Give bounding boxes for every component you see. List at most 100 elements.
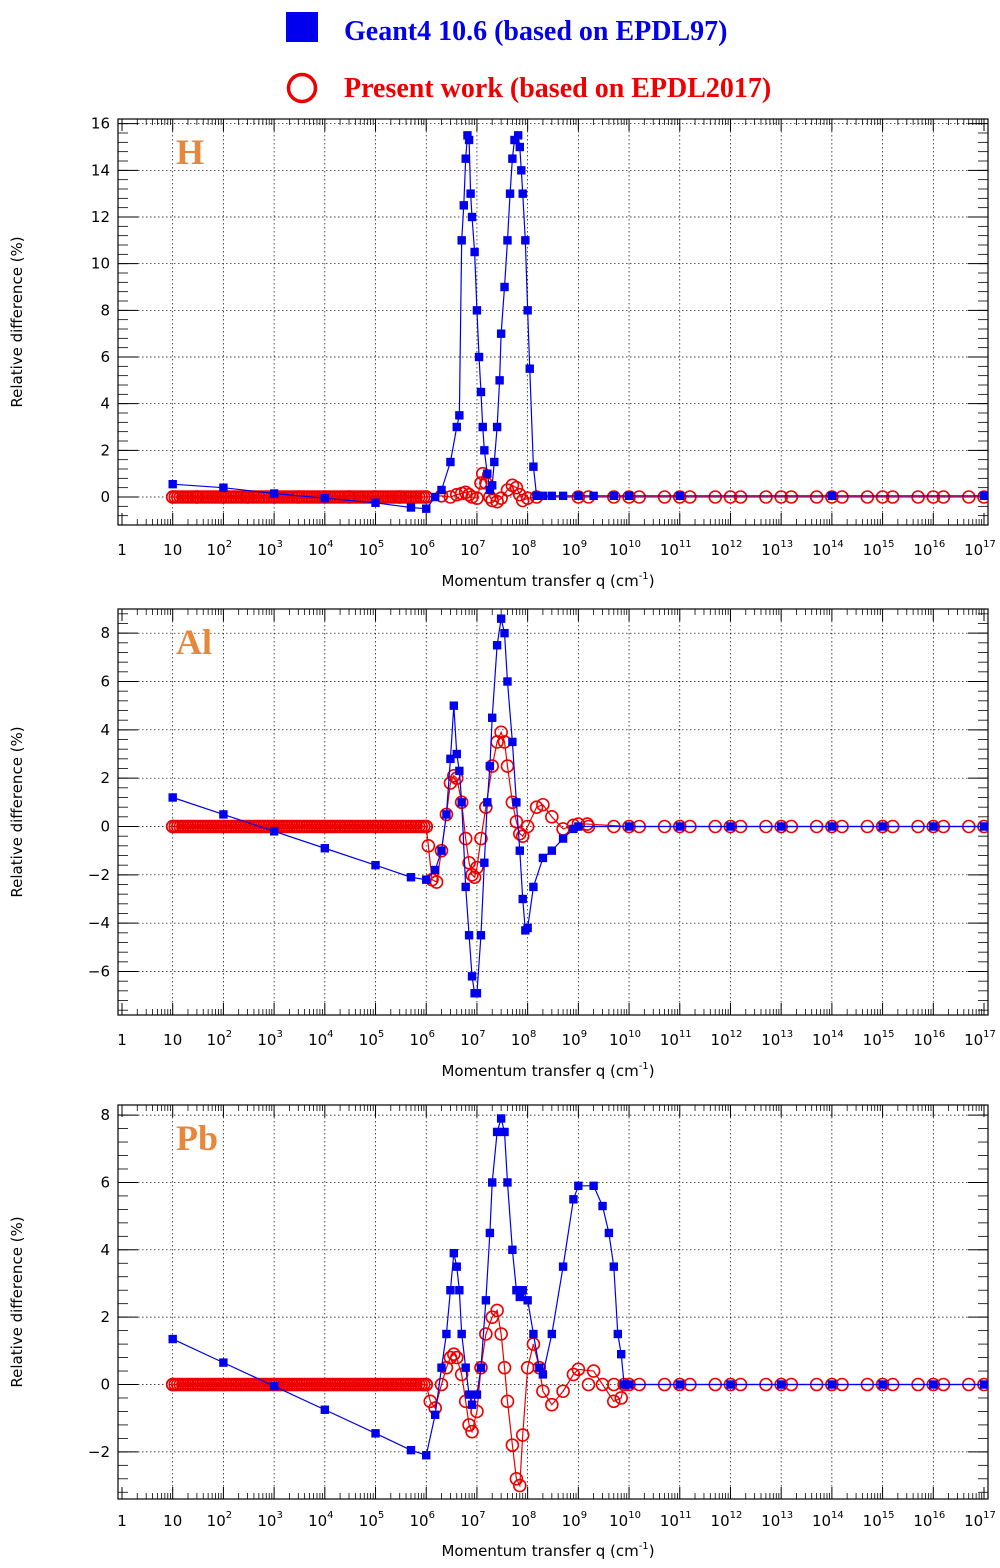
- data-point: [474, 352, 484, 362]
- plot-frame: [117, 118, 989, 526]
- y-tick-label: −2: [88, 866, 110, 884]
- plot-frame: [117, 1104, 989, 1500]
- x-tick-label: 107: [460, 539, 485, 559]
- data-point: [759, 490, 773, 504]
- plot-area: [165, 131, 988, 513]
- x-tick-label: 1013: [761, 1510, 793, 1530]
- y-tick-label: −4: [88, 914, 110, 932]
- data-point: [219, 810, 228, 819]
- data-point: [434, 1377, 449, 1392]
- data-point: [508, 737, 517, 747]
- x-tick-label: 1: [117, 1031, 127, 1049]
- data-point: [461, 882, 470, 892]
- data-point: [538, 853, 548, 863]
- data-point: [961, 490, 976, 504]
- y-tick-label: −2: [88, 1443, 110, 1461]
- data-point: [545, 810, 559, 824]
- x-axis-title: Momentum transfer q (cm-1): [441, 1061, 654, 1080]
- data-point: [875, 490, 890, 504]
- data-point: [675, 1380, 684, 1389]
- data-point: [589, 491, 598, 501]
- data-point: [421, 839, 436, 853]
- data-point: [911, 490, 925, 504]
- data-point: [979, 822, 988, 831]
- x-tick-label: 105: [359, 1510, 384, 1530]
- y-tick-label: 0: [100, 488, 110, 506]
- data-point: [675, 822, 684, 831]
- x-tick-label: 103: [257, 1510, 282, 1530]
- data-point: [535, 1363, 544, 1372]
- data-point: [452, 1262, 461, 1271]
- data-point: [485, 761, 495, 771]
- data-point: [461, 1363, 470, 1372]
- data-point: [465, 1424, 479, 1439]
- data-point: [979, 1380, 988, 1389]
- series-line: [172, 1116, 984, 1456]
- data-point: [569, 1195, 578, 1204]
- data-point: [607, 1377, 621, 1392]
- y-tick-label: −6: [88, 963, 110, 981]
- data-point: [619, 1380, 629, 1389]
- data-point: [532, 491, 541, 501]
- data-point: [320, 844, 330, 853]
- data-point: [419, 819, 434, 834]
- data-point: [490, 494, 504, 509]
- data-point: [571, 1362, 586, 1377]
- x-tick-label: 1016: [913, 1029, 945, 1049]
- y-axis-title: Relative difference (%): [8, 236, 26, 407]
- data-point: [476, 1363, 486, 1372]
- data-point: [556, 1384, 570, 1399]
- data-point: [977, 490, 988, 504]
- data-point: [523, 923, 532, 933]
- data-point: [430, 492, 440, 502]
- data-point: [518, 1286, 527, 1295]
- data-point: [437, 846, 446, 855]
- data-point: [442, 1329, 451, 1339]
- data-point: [269, 1381, 279, 1391]
- x-tick-label: 109: [562, 539, 587, 559]
- x-tick-label: 106: [410, 539, 435, 559]
- data-point: [446, 1286, 455, 1295]
- data-point: [776, 822, 786, 831]
- x-tick-label: 102: [207, 539, 232, 559]
- data-point: [607, 490, 621, 504]
- data-point: [168, 1334, 177, 1344]
- data-point: [733, 490, 748, 504]
- data-point: [675, 491, 684, 501]
- data-point: [455, 411, 464, 420]
- data-point: [472, 306, 482, 315]
- data-point: [488, 481, 497, 490]
- x-tick-label: 1010: [609, 539, 641, 559]
- x-tick-label: 1017: [964, 1510, 996, 1530]
- data-point: [476, 387, 486, 397]
- data-point: [467, 1400, 477, 1409]
- data-point: [614, 1391, 629, 1405]
- plot-frame: [117, 608, 989, 1016]
- y-tick-label: 8: [100, 624, 110, 642]
- data-point: [505, 189, 515, 198]
- data-point: [480, 446, 489, 455]
- data-point: [490, 1303, 504, 1318]
- data-point: [538, 1370, 548, 1379]
- data-point: [219, 1358, 228, 1367]
- data-point: [581, 1377, 596, 1392]
- data-point: [459, 201, 468, 210]
- data-point: [529, 882, 538, 892]
- x-tick-label: 109: [562, 1029, 587, 1049]
- y-axis-title: Relative difference (%): [8, 726, 26, 897]
- data-point: [464, 931, 474, 940]
- data-point: [474, 476, 488, 490]
- data-point: [437, 485, 446, 495]
- data-point: [467, 972, 477, 981]
- x-tick-label: 108: [511, 1510, 536, 1530]
- data-point: [480, 858, 489, 867]
- data-point: [485, 485, 495, 495]
- data-point: [512, 826, 527, 841]
- data-point: [406, 873, 416, 882]
- data-point: [515, 1292, 524, 1302]
- x-tick-label: 1016: [913, 1510, 945, 1530]
- x-tick-label: 102: [207, 1510, 232, 1530]
- data-point: [505, 1438, 520, 1452]
- data-point: [478, 422, 487, 432]
